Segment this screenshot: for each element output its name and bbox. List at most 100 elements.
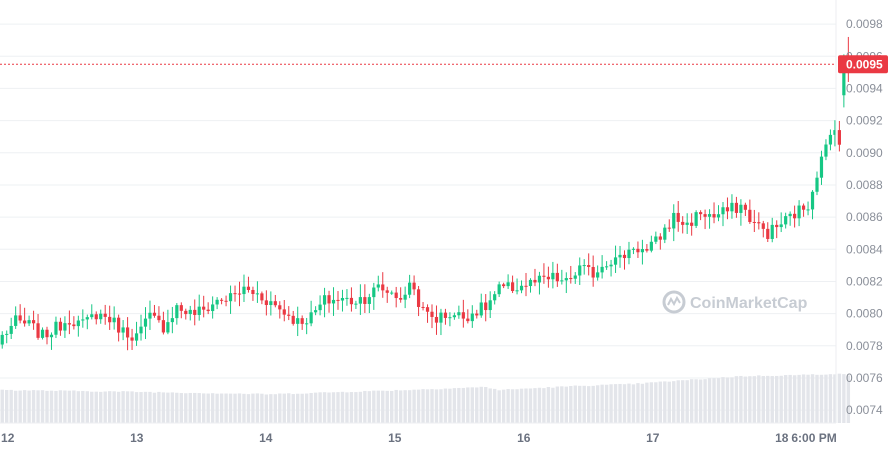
candle-body [403, 294, 407, 300]
volume-bar [757, 375, 761, 423]
candle [716, 205, 721, 222]
candle-body [372, 287, 376, 298]
candle [784, 212, 788, 229]
y-tick-label: 0.0092 [846, 114, 883, 128]
candle [309, 300, 313, 327]
candle-body [578, 265, 582, 276]
volume-bar [542, 388, 546, 423]
volume-bar [775, 375, 779, 423]
y-tick-label: 0.0098 [846, 17, 883, 31]
candle [649, 235, 653, 253]
candle [394, 286, 398, 308]
volume-bar [175, 392, 179, 423]
candle [399, 287, 403, 303]
candle [430, 304, 434, 329]
volume-bar [130, 391, 134, 423]
candle-body [801, 205, 806, 210]
volume-bar [528, 388, 533, 423]
candle-body [385, 290, 389, 293]
volume-bar [407, 390, 412, 423]
candle [143, 307, 148, 340]
candle-body [609, 264, 613, 267]
volume-bar [569, 386, 573, 423]
volume-bar [689, 379, 694, 423]
candle-body [555, 272, 559, 282]
volume-bar [40, 390, 45, 423]
candle-body [300, 318, 304, 324]
volume-bar [358, 391, 363, 423]
candle [779, 212, 783, 233]
candle [703, 209, 707, 230]
candle-body [587, 265, 591, 267]
candle-body [5, 333, 9, 335]
volume-bar [116, 391, 121, 423]
candle [99, 309, 103, 324]
y-tick-label: 0.0082 [846, 274, 883, 288]
candle [305, 317, 309, 335]
candle [654, 231, 658, 245]
candle-body [730, 202, 734, 212]
candle-body [640, 249, 645, 253]
candle-body [497, 284, 501, 295]
candle [318, 295, 322, 316]
candle-body [676, 212, 680, 222]
candle [36, 314, 40, 340]
candle [658, 233, 662, 250]
volume-bar [663, 381, 667, 423]
candle-body [613, 257, 618, 265]
candle-body [743, 204, 747, 210]
volume-bar [304, 393, 309, 423]
candle [5, 330, 9, 344]
candle-body [515, 290, 519, 292]
candle [331, 287, 336, 316]
volume-bar [300, 393, 304, 423]
candle [282, 300, 286, 322]
watermark-text: CoinMarketCap [690, 295, 808, 312]
candle [228, 285, 233, 314]
y-tick-label: 0.0094 [846, 81, 883, 95]
volume-bar [622, 384, 627, 423]
y-tick-label: 0.0086 [846, 210, 883, 224]
volume-bar [833, 374, 837, 423]
candle-body [591, 266, 595, 278]
candle [117, 314, 121, 342]
candle-body [748, 209, 752, 222]
volume-bar [0, 389, 4, 423]
volume-bar [67, 390, 72, 423]
candle [49, 332, 54, 350]
candle-body [734, 202, 739, 213]
candle [291, 310, 295, 326]
candle [806, 201, 810, 216]
candle-body [197, 306, 201, 315]
candle-body [376, 284, 380, 288]
volume-bar [394, 389, 398, 423]
candle-body [622, 254, 627, 259]
candle [358, 284, 362, 315]
candle-body [219, 299, 224, 301]
candle [578, 257, 582, 285]
candle-body [542, 275, 546, 277]
candle [76, 315, 80, 337]
candle [663, 224, 667, 244]
candles [0, 36, 850, 351]
volume-bar [658, 381, 663, 423]
candle [493, 291, 497, 305]
candle [573, 272, 577, 284]
volume-bar [372, 390, 376, 423]
volume-bar [788, 374, 792, 423]
candle-body [672, 212, 676, 229]
volume-bar [595, 385, 600, 423]
volume-bar [434, 389, 439, 423]
candle [188, 305, 192, 321]
candle [461, 299, 465, 328]
candle-body [170, 318, 174, 323]
volume-bar [36, 390, 40, 423]
candle [448, 312, 452, 327]
volume-bar [354, 392, 358, 423]
volume-bar [810, 374, 815, 423]
volume-bar [739, 375, 743, 423]
candle [743, 202, 747, 217]
volume-bar [636, 383, 640, 423]
candle [264, 290, 268, 316]
volume-bar [806, 374, 810, 423]
